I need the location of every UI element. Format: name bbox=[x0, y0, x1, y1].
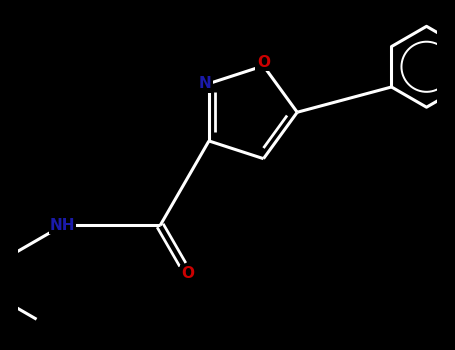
Text: N: N bbox=[199, 76, 212, 91]
Text: O: O bbox=[257, 55, 270, 70]
Text: O: O bbox=[182, 266, 195, 281]
Text: NH: NH bbox=[50, 218, 75, 233]
